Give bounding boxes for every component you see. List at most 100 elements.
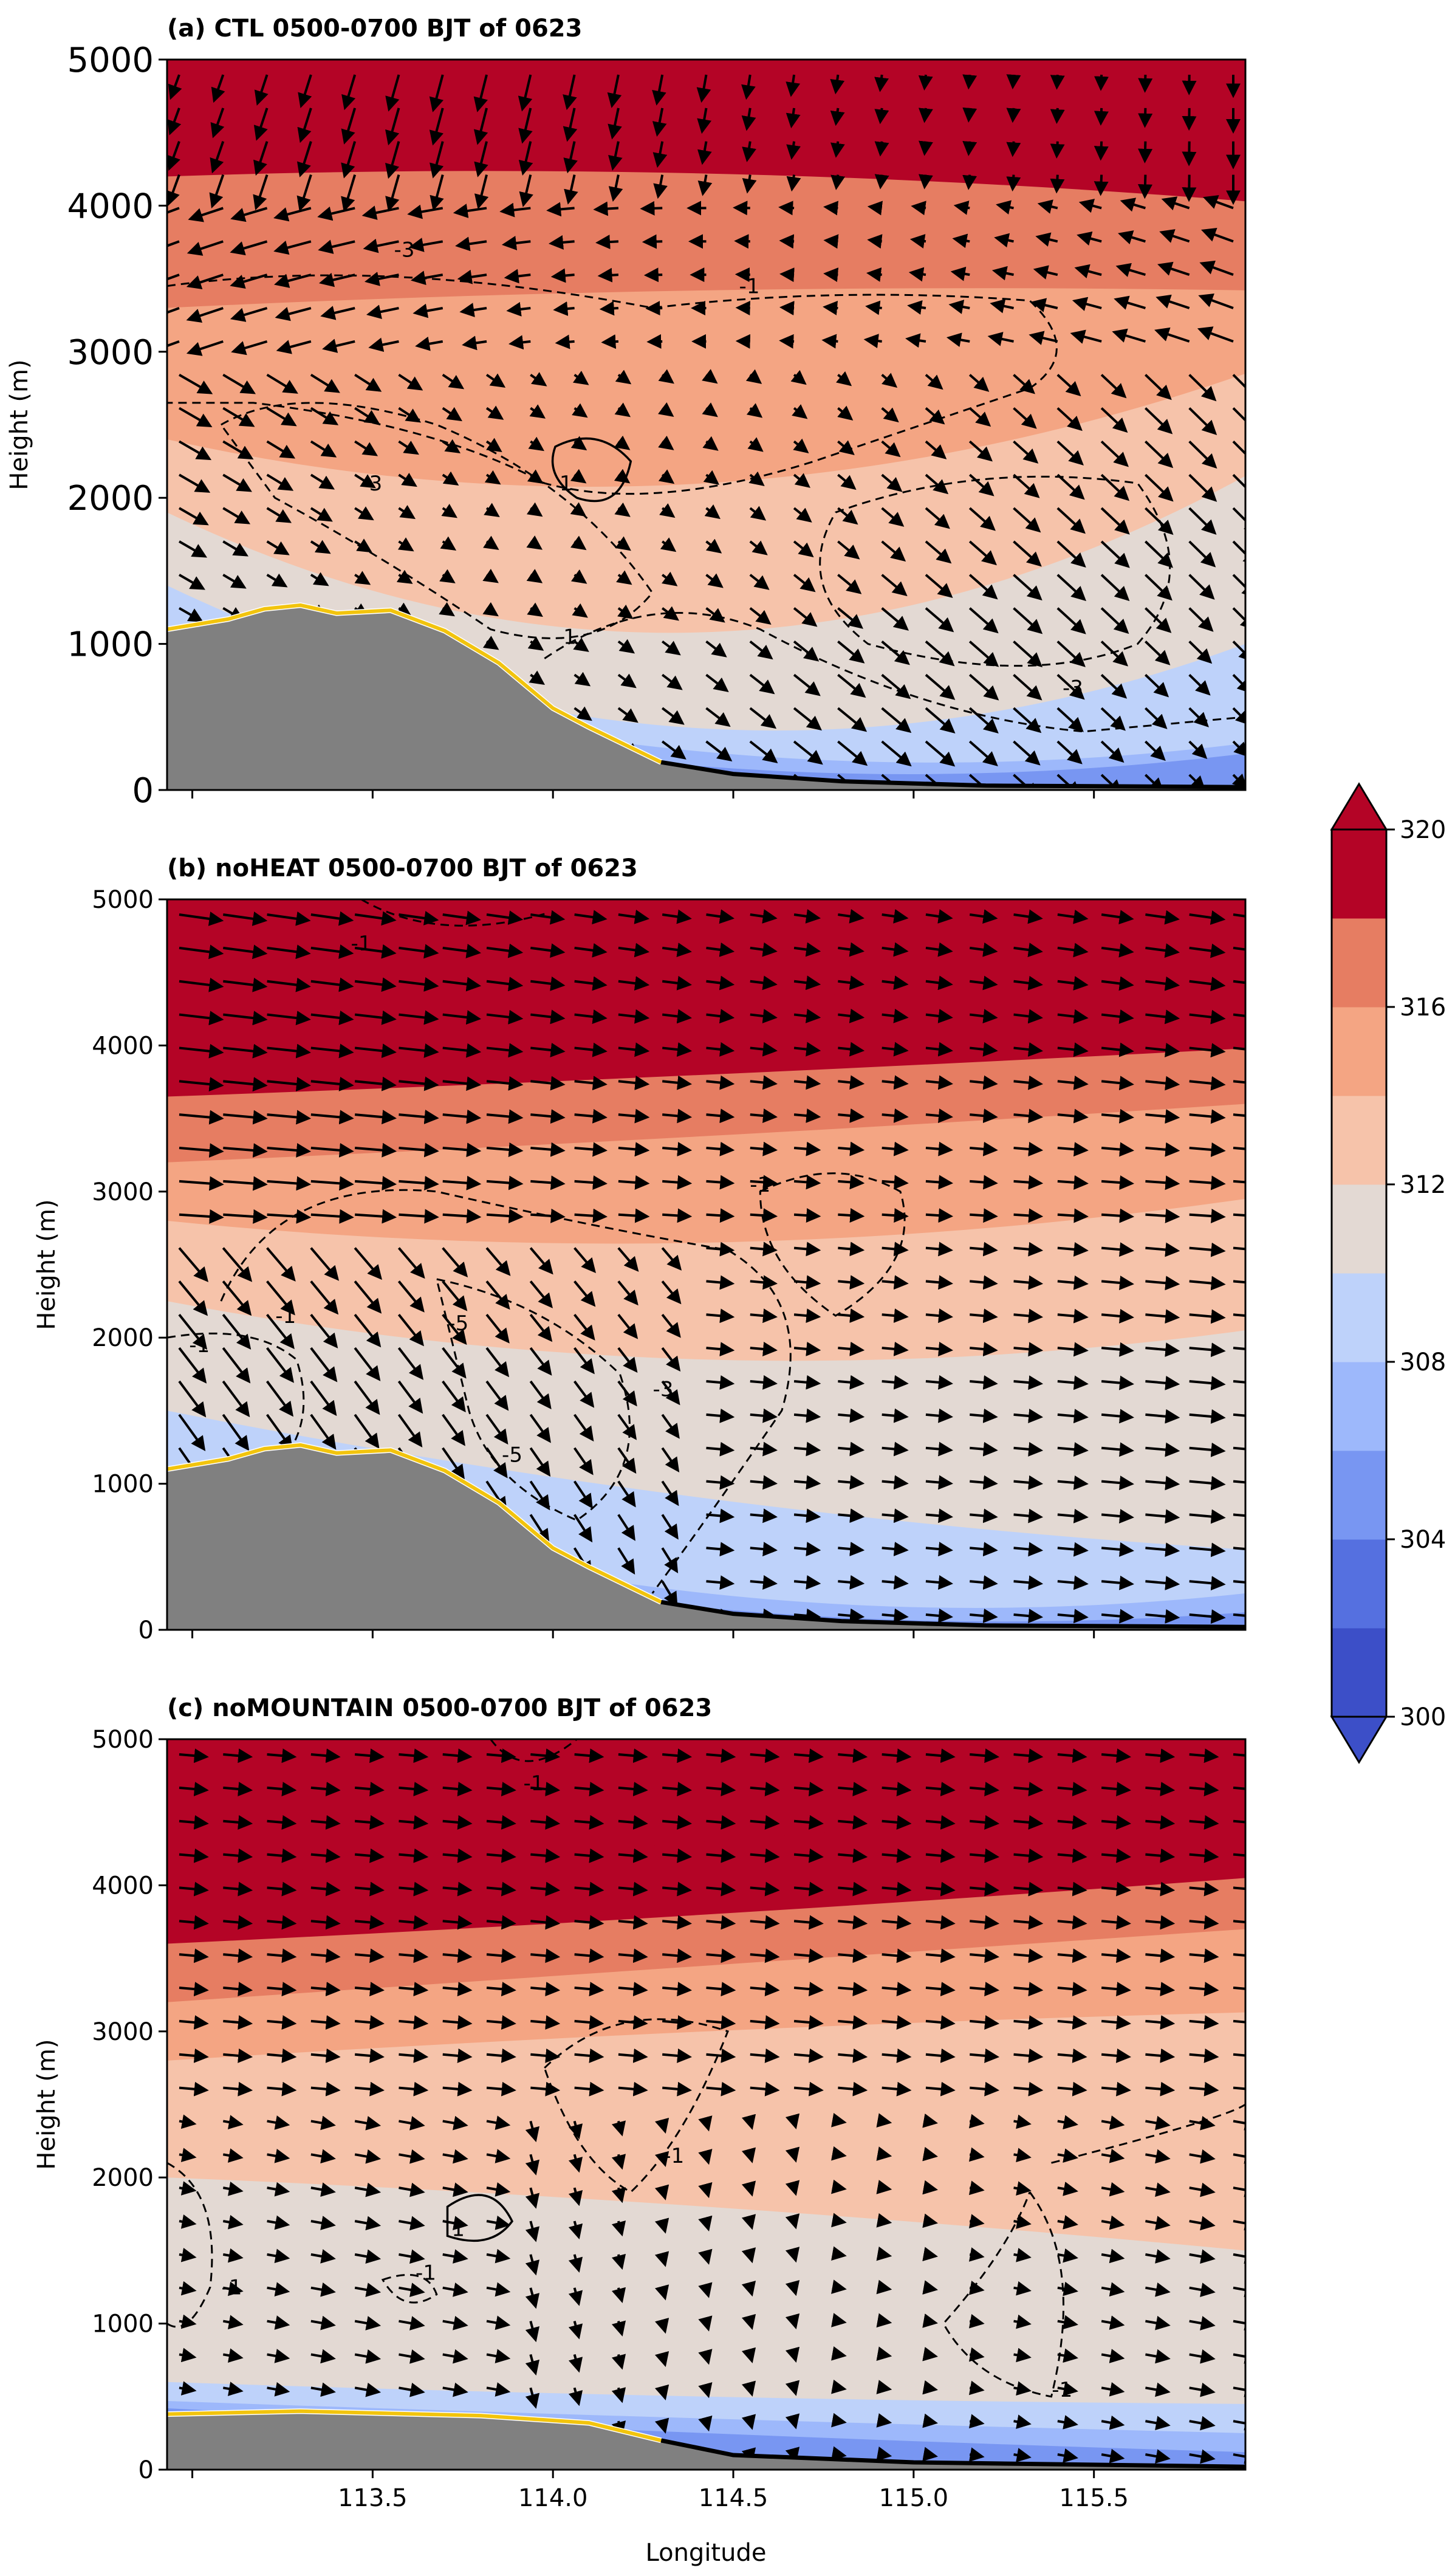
- wind-arrow: [882, 975, 909, 991]
- wind-arrow: [310, 944, 354, 959]
- wind-arrow: [354, 571, 371, 585]
- wind-arrow: [355, 1176, 397, 1191]
- wind-arrow: [1057, 1142, 1089, 1157]
- wind-arrow: [186, 340, 224, 356]
- wind-arrow: [925, 1441, 953, 1457]
- wind-arrow: [837, 673, 866, 698]
- contour-label: -1: [351, 932, 372, 956]
- wind-arrow: [1057, 1442, 1089, 1457]
- wind-arrow: [661, 1480, 679, 1506]
- wind-arrow: [830, 141, 845, 158]
- wind-arrow: [837, 473, 857, 490]
- wind-arrow: [442, 407, 463, 422]
- wind-arrow: [618, 909, 650, 924]
- wind-arrow: [564, 174, 578, 205]
- wind-arrow: [696, 74, 711, 103]
- wind-arrow: [267, 1143, 312, 1158]
- wind-arrow: [178, 1380, 207, 1418]
- wind-arrow: [909, 234, 926, 249]
- wind-arrow: [485, 1413, 508, 1445]
- y-tick-label: 3000: [92, 1178, 154, 1206]
- wind-arrow: [486, 1109, 524, 1124]
- wind-arrow: [399, 1142, 439, 1158]
- wind-arrow: [1101, 1042, 1134, 1057]
- wind-arrow: [793, 1341, 821, 1356]
- y-tick-label: 3000: [92, 2018, 154, 2046]
- wind-arrow: [750, 1108, 778, 1124]
- wind-arrow: [573, 637, 589, 652]
- colorbar-extend-min: [1330, 1716, 1388, 1764]
- wind-arrow: [838, 1075, 865, 1090]
- wind-arrow: [486, 1076, 524, 1091]
- wind-arrow: [660, 537, 677, 552]
- wind-arrow: [662, 1142, 693, 1157]
- wind-arrow: [705, 640, 727, 658]
- wind-arrow: [1013, 407, 1037, 429]
- wind-arrow: [882, 908, 909, 924]
- wind-arrow: [223, 1043, 268, 1059]
- wind-arrow: [222, 1380, 250, 1418]
- wind-arrow: [310, 1247, 340, 1281]
- wind-arrow: [867, 201, 883, 216]
- wind-arrow: [866, 267, 882, 282]
- wind-arrow: [968, 507, 996, 531]
- wind-arrow: [662, 943, 692, 958]
- contour-label: 1: [451, 2217, 465, 2241]
- wind-arrow: [617, 1314, 638, 1339]
- wind-arrow: [413, 303, 443, 318]
- wind-arrow: [397, 537, 414, 552]
- wind-arrow: [778, 201, 795, 216]
- wind-arrow: [616, 570, 632, 585]
- wind-arrow: [750, 1242, 778, 1257]
- wind-arrow: [882, 1208, 909, 1223]
- wind-arrow: [662, 740, 686, 760]
- wind-arrow: [266, 1314, 295, 1350]
- wind-arrow: [823, 201, 839, 216]
- wind-arrow: [1013, 1575, 1044, 1590]
- wind-arrow: [838, 975, 865, 991]
- wind-arrow: [881, 440, 901, 458]
- wind-arrow: [793, 540, 814, 558]
- wind-arrow: [968, 407, 991, 427]
- wind-arrow: [399, 1010, 439, 1025]
- wind-arrow: [430, 174, 444, 211]
- wind-arrow: [222, 1247, 253, 1282]
- wind-arrow: [167, 207, 180, 214]
- wind-arrow: [922, 2247, 938, 2262]
- wind-arrow: [749, 574, 770, 590]
- wind-arrow: [925, 1242, 953, 1257]
- wind-arrow: [617, 1347, 638, 1373]
- wind-arrow: [555, 334, 575, 349]
- wind-arrow: [793, 438, 809, 454]
- wind-arrow: [1056, 707, 1084, 732]
- wind-arrow: [785, 2146, 800, 2163]
- wind-arrow: [439, 569, 456, 583]
- wind-arrow: [881, 473, 903, 492]
- wind-arrow: [442, 1347, 467, 1379]
- wind-arrow: [506, 301, 531, 317]
- wind-arrow: [266, 1247, 296, 1282]
- wind-arrow: [168, 74, 182, 100]
- wind-arrow: [397, 1347, 424, 1380]
- wind-arrow: [529, 1347, 552, 1376]
- wind-arrow: [186, 273, 224, 290]
- wind-arrow: [486, 1209, 524, 1224]
- wind-arrow: [1031, 298, 1058, 312]
- wind-arrow: [823, 267, 839, 283]
- wind-arrow: [530, 1009, 566, 1025]
- wind-arrow: [178, 407, 213, 428]
- terrain: [167, 605, 1245, 790]
- wind-arrow: [741, 2114, 756, 2130]
- y-tick-label: 4000: [67, 187, 154, 226]
- wind-arrow: [785, 2380, 800, 2396]
- wind-arrow: [1199, 260, 1234, 276]
- y-tick-label: 2000: [92, 1324, 154, 1352]
- wind-arrow: [1013, 943, 1043, 957]
- wind-arrow: [925, 1508, 953, 1523]
- wind-arrow: [553, 301, 575, 316]
- wind-arrow: [253, 141, 269, 176]
- wind-arrow: [1101, 1009, 1134, 1024]
- wind-arrow: [366, 304, 399, 319]
- wind-arrow: [881, 574, 908, 597]
- wind-arrow: [741, 2414, 756, 2430]
